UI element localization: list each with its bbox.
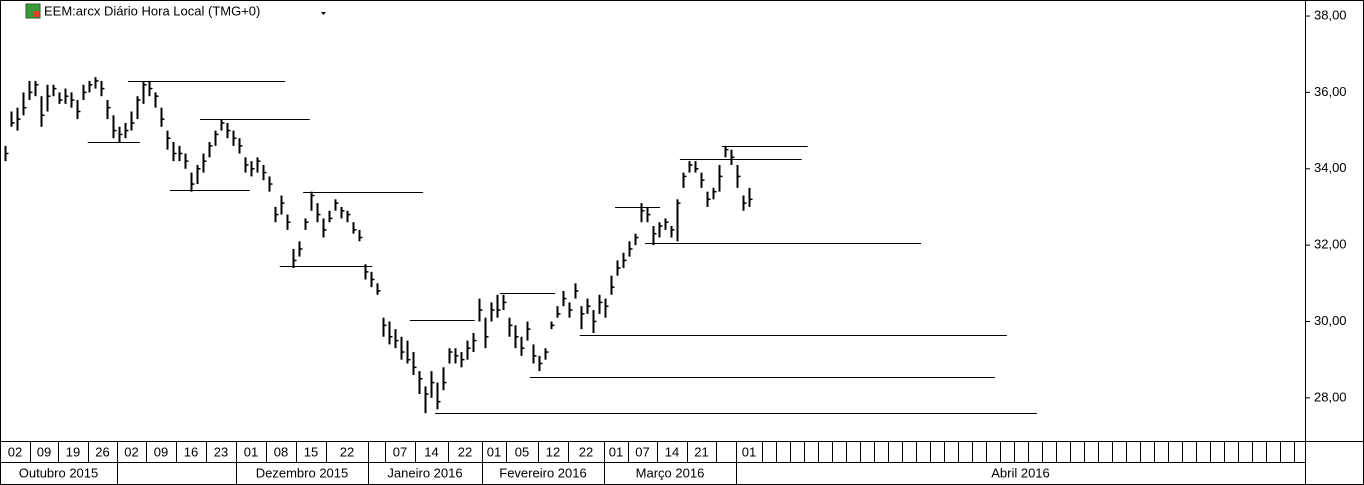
month-label: Fevereiro 2016 bbox=[499, 465, 586, 480]
month-label: Janeiro 2016 bbox=[387, 465, 462, 480]
dropdown-arrow[interactable] bbox=[321, 12, 326, 15]
week-label: 14 bbox=[424, 444, 438, 459]
week-label: 15 bbox=[304, 444, 318, 459]
week-label: 12 bbox=[546, 444, 560, 459]
y-tick-label: 32,00 bbox=[1314, 237, 1347, 252]
week-label: 01 bbox=[487, 444, 501, 459]
week-label: 07 bbox=[635, 444, 649, 459]
month-label: Dezembro 2015 bbox=[256, 465, 349, 480]
week-label: 22 bbox=[579, 444, 593, 459]
chart-title: EEM:arcx Diário Hora Local (TMG+0) bbox=[44, 3, 260, 18]
y-tick-label: 30,00 bbox=[1314, 313, 1347, 328]
week-label: 07 bbox=[393, 444, 407, 459]
week-label: 08 bbox=[274, 444, 288, 459]
y-tick-label: 36,00 bbox=[1314, 84, 1347, 99]
y-tick-label: 38,00 bbox=[1314, 7, 1347, 22]
month-label: Abril 2016 bbox=[991, 465, 1050, 480]
week-label: 16 bbox=[184, 444, 198, 459]
week-label: 05 bbox=[515, 444, 529, 459]
week-label: 19 bbox=[66, 444, 80, 459]
week-label: 01 bbox=[244, 444, 258, 459]
month-label: Outubro 2015 bbox=[19, 465, 99, 480]
week-label: 01 bbox=[742, 444, 756, 459]
month-label: Março 2016 bbox=[636, 465, 705, 480]
week-label: 22 bbox=[340, 444, 354, 459]
week-label: 21 bbox=[694, 444, 708, 459]
week-label: 09 bbox=[154, 444, 168, 459]
week-label: 14 bbox=[665, 444, 679, 459]
week-label: 02 bbox=[124, 444, 138, 459]
week-label: 02 bbox=[8, 444, 22, 459]
week-label: 09 bbox=[37, 444, 51, 459]
week-label: 26 bbox=[95, 444, 109, 459]
y-tick-label: 34,00 bbox=[1314, 160, 1347, 175]
week-label: 01 bbox=[609, 444, 623, 459]
week-label: 22 bbox=[458, 444, 472, 459]
symbol-icon bbox=[25, 3, 41, 19]
week-label: 23 bbox=[214, 444, 228, 459]
y-tick-label: 28,00 bbox=[1314, 389, 1347, 404]
